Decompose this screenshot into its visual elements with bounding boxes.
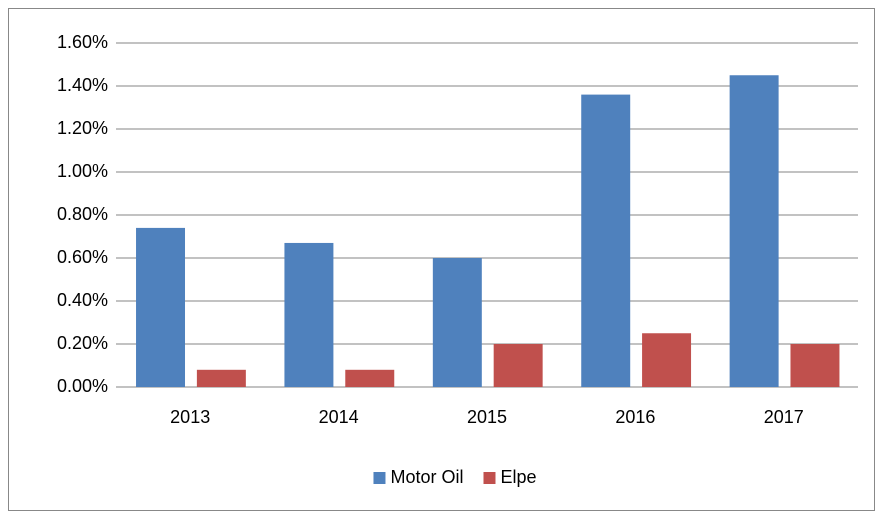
bar <box>790 344 840 387</box>
y-tick-label: 0.00% <box>57 376 108 396</box>
bar <box>432 258 482 387</box>
y-tick-label: 1.20% <box>57 118 108 138</box>
x-tick-label: 2015 <box>467 407 507 427</box>
y-tick-label: 0.80% <box>57 204 108 224</box>
x-tick-label: 2016 <box>615 407 655 427</box>
bar <box>493 344 543 387</box>
bar <box>729 75 779 387</box>
legend-swatch <box>373 472 386 484</box>
legend-label: Motor Oil <box>390 467 463 487</box>
bar <box>136 227 186 387</box>
x-tick-label: 2017 <box>764 407 804 427</box>
bar <box>642 333 692 387</box>
legend-label: Elpe <box>500 467 536 487</box>
x-tick-label: 2013 <box>170 407 210 427</box>
bar <box>345 369 395 387</box>
legend-swatch <box>483 472 496 484</box>
y-tick-label: 0.40% <box>57 290 108 310</box>
y-tick-label: 1.60% <box>57 32 108 52</box>
x-tick-label: 2014 <box>319 407 359 427</box>
y-tick-label: 0.60% <box>57 247 108 267</box>
y-tick-label: 1.00% <box>57 161 108 181</box>
bar <box>284 242 334 387</box>
bar <box>581 94 631 387</box>
y-tick-label: 0.20% <box>57 333 108 353</box>
bar <box>196 369 246 387</box>
y-tick-label: 1.40% <box>57 75 108 95</box>
